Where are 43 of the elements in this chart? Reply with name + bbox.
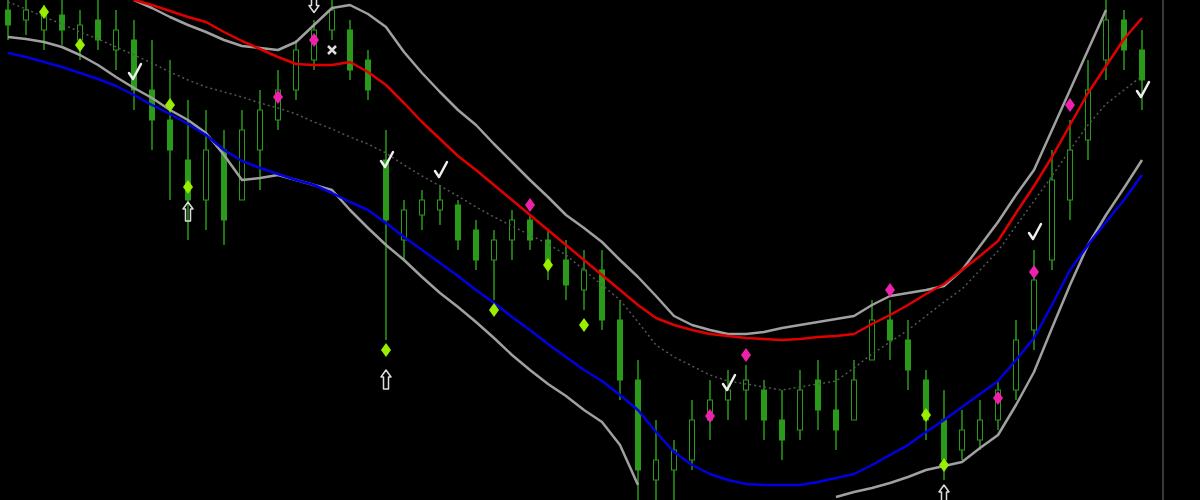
point <box>1027 222 1043 241</box>
point <box>579 318 589 332</box>
candlestick <box>779 389 785 461</box>
point <box>433 160 449 179</box>
point <box>326 44 338 56</box>
point <box>127 62 143 81</box>
point <box>921 408 931 422</box>
point <box>183 180 193 194</box>
point <box>39 5 49 19</box>
point <box>741 348 751 362</box>
candlestick <box>887 299 893 361</box>
candlestick <box>59 0 65 46</box>
point <box>273 90 283 104</box>
point <box>1065 98 1075 112</box>
point <box>381 343 391 357</box>
point <box>1029 265 1039 279</box>
point <box>75 38 85 52</box>
point <box>379 150 395 169</box>
candlestick <box>527 214 533 251</box>
candlestick <box>113 9 119 71</box>
candlestick <box>95 0 101 51</box>
candlestick <box>581 249 587 311</box>
point <box>1135 80 1151 99</box>
point <box>993 391 1003 405</box>
candlestick <box>491 229 497 301</box>
candlestick <box>833 369 839 451</box>
candlestick <box>959 409 965 461</box>
candlestick <box>437 184 443 226</box>
candlestick <box>743 364 749 421</box>
candlestick <box>77 9 83 61</box>
point <box>165 98 175 112</box>
point <box>543 258 553 272</box>
candlestick <box>419 189 425 231</box>
point <box>885 283 895 297</box>
point <box>489 303 499 317</box>
candlestick <box>977 399 983 451</box>
candlestick <box>5 0 11 41</box>
candlestick <box>509 209 515 261</box>
point <box>525 198 535 212</box>
point <box>309 33 319 47</box>
point <box>721 373 737 392</box>
point <box>705 409 715 423</box>
point <box>939 458 949 472</box>
